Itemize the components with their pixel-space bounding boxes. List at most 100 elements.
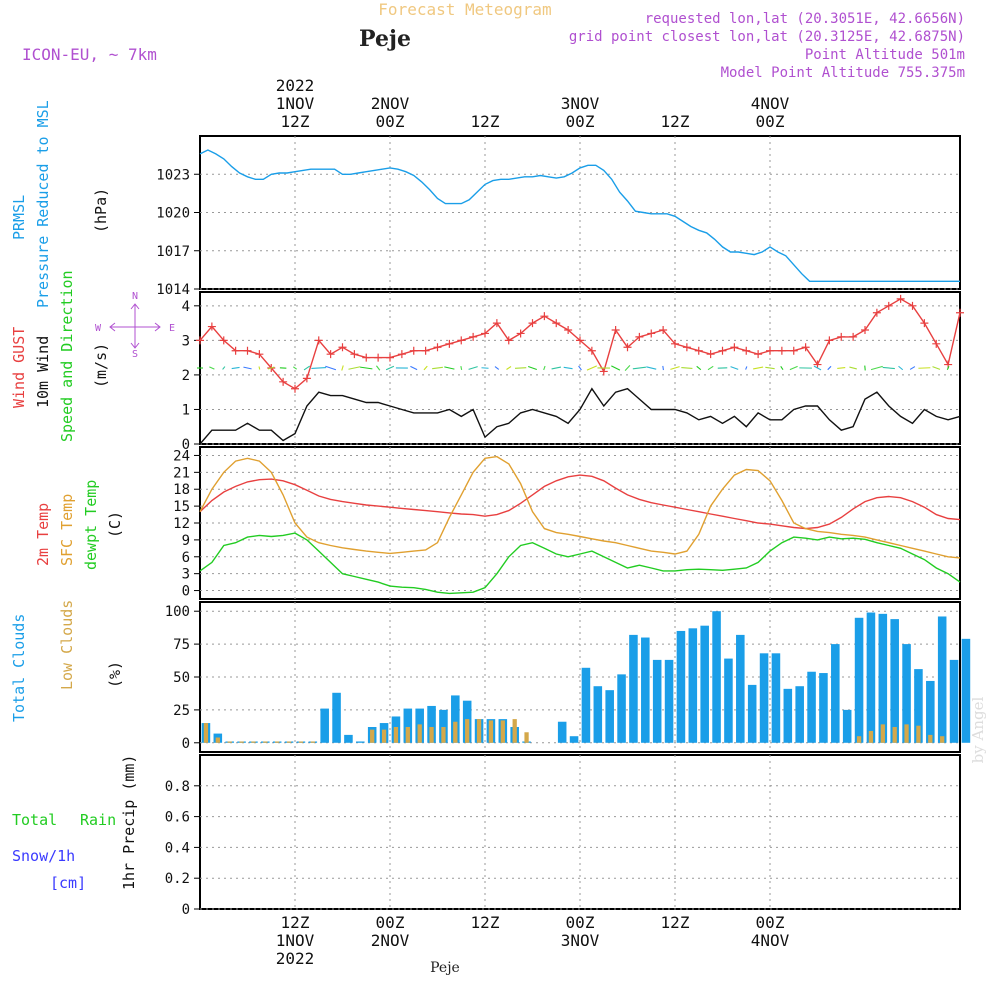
total-rain-label-a: Total	[12, 811, 57, 829]
gust-marker	[397, 350, 406, 359]
wind-arrow	[837, 366, 846, 370]
gust-marker	[445, 339, 454, 348]
wind-arrow	[432, 366, 443, 370]
temp-2m-label: 2m Temp	[34, 503, 52, 566]
gust-marker	[908, 301, 917, 310]
y-tick-label: 1	[182, 402, 190, 418]
wind-arrow	[753, 366, 764, 370]
wind-arrow	[375, 365, 381, 371]
low-cloud-bar	[500, 720, 505, 743]
temp-sfc-line	[199, 455, 961, 559]
wind-arrow	[780, 365, 784, 371]
wind-arrow	[494, 366, 500, 370]
time-label: 4NOV	[751, 94, 790, 113]
time-label: 00Z	[756, 112, 785, 131]
wind-arrow	[789, 365, 798, 371]
total-cloud-bar	[332, 692, 341, 743]
low-cloud-bar	[928, 734, 933, 743]
gust-marker	[896, 294, 905, 303]
wind-arrow	[918, 367, 931, 369]
time-label: 12Z	[471, 112, 500, 131]
wind-arrow	[707, 365, 714, 371]
time-label: 00Z	[376, 112, 405, 131]
wind-arrow	[303, 365, 311, 371]
temp-unit: (C)	[106, 511, 124, 538]
gust-marker	[932, 339, 941, 348]
compass-n: N	[132, 291, 138, 302]
y-tick-label: 4	[182, 299, 190, 315]
pressure-msl-label: Pressure Reduced to MSL	[34, 100, 52, 308]
wind-arrow	[325, 365, 337, 371]
gust-marker	[338, 343, 347, 352]
low-cloud-bar	[940, 736, 945, 743]
wind-arrow	[444, 366, 455, 370]
gust-marker	[587, 346, 596, 355]
gust-marker	[742, 346, 751, 355]
gust-marker	[528, 319, 537, 328]
total-cloud-bar	[451, 695, 460, 743]
low-cloud-bar	[275, 741, 280, 743]
total-cloud-bar	[605, 690, 614, 743]
time-label: 3NOV	[561, 931, 600, 950]
wind-arrow	[410, 365, 418, 371]
y-tick-label: 3	[182, 333, 190, 349]
low-cloud-bar	[476, 719, 482, 743]
low-cloud-bar	[393, 727, 399, 743]
gust-marker	[279, 377, 288, 386]
total-cloud-bar	[439, 709, 448, 743]
gust-marker	[611, 326, 620, 334]
wind-unit: (m/s)	[92, 343, 110, 388]
total-cloud-bar	[914, 669, 923, 743]
wind-arrow	[696, 365, 702, 371]
wind-arrow	[909, 366, 916, 370]
y-tick-label: 1020	[156, 206, 190, 222]
low-cloud-bar	[381, 729, 387, 743]
time-label: 2022	[276, 76, 315, 95]
total-cloud-bar	[724, 658, 733, 743]
wind-arrow	[662, 365, 664, 371]
low-cloud-bar	[880, 724, 885, 743]
total-cloud-bar	[712, 611, 721, 743]
total-cloud-bar	[356, 741, 365, 743]
low-cloud-bar	[488, 720, 494, 743]
time-label: 1NOV	[276, 94, 315, 113]
temp-dewpt-label: dewpt Temp	[82, 480, 100, 570]
total-rain-label-b: Rain	[80, 811, 116, 829]
low-cloud-bar	[916, 725, 921, 743]
footer-location: Peje	[430, 960, 460, 976]
total-cloud-bar	[902, 644, 911, 743]
wind-arrow	[586, 365, 598, 371]
gust-marker	[314, 336, 323, 345]
gust-marker	[231, 346, 240, 355]
wind-arrow	[813, 365, 822, 371]
total-cloud-bar	[344, 734, 353, 743]
low-cloud-bar	[286, 741, 292, 743]
wind-arrow	[611, 365, 621, 371]
low-cloud-bar	[856, 736, 862, 743]
total-cloud-bar	[831, 644, 840, 743]
low-cloud-bar	[524, 732, 529, 743]
temp-2m-line	[199, 474, 961, 530]
total-cloud-bar	[736, 634, 745, 743]
gust-marker	[789, 346, 798, 355]
y-tick-label: 15	[173, 499, 190, 515]
grid-point-coords: grid point closest lon,lat (20.3125E, 42…	[569, 29, 965, 45]
y-tick-label: 2	[182, 368, 190, 384]
wind-arrow	[882, 366, 895, 370]
wind-arrow	[898, 365, 904, 371]
time-label: 00Z	[376, 913, 405, 932]
y-tick-label: 0	[182, 736, 190, 752]
total-cloud-bar	[652, 659, 662, 743]
y-tick-label: 1023	[156, 167, 190, 183]
low-cloud-bar	[227, 741, 232, 743]
gust-marker	[243, 346, 252, 355]
gust-marker	[754, 350, 763, 359]
gust-marker	[861, 326, 869, 334]
wind-arrow	[632, 366, 646, 370]
time-label: 2022	[276, 949, 315, 968]
wind-arrow	[670, 366, 680, 370]
low-cloud-bar	[298, 741, 304, 743]
wind-arrow	[932, 366, 941, 370]
